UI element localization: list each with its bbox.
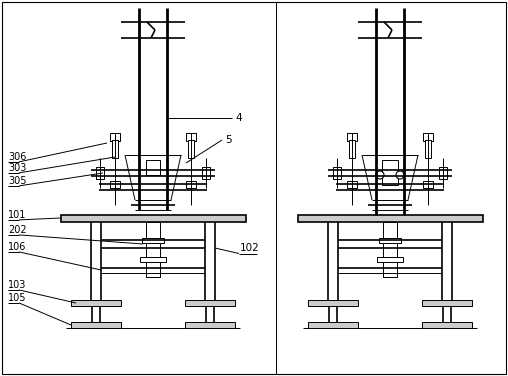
Text: 303: 303	[8, 163, 26, 173]
Bar	[202, 167, 210, 179]
Bar	[422, 300, 472, 306]
Bar	[110, 133, 120, 141]
Circle shape	[396, 171, 404, 179]
Bar	[298, 215, 483, 222]
Bar	[185, 300, 235, 306]
Bar	[423, 181, 433, 188]
Bar	[96, 167, 104, 179]
Bar	[140, 257, 166, 262]
Text: 4: 4	[235, 113, 242, 123]
Text: 105: 105	[8, 293, 26, 303]
Bar	[383, 222, 397, 240]
Bar	[379, 238, 401, 243]
Bar	[383, 262, 397, 277]
Bar	[308, 322, 358, 328]
Bar	[146, 262, 160, 277]
Bar	[423, 133, 433, 141]
Bar	[146, 160, 160, 175]
Bar	[383, 243, 397, 263]
Bar	[110, 181, 120, 188]
Bar	[333, 167, 341, 179]
Bar	[71, 322, 121, 328]
Bar	[425, 140, 431, 158]
Bar	[439, 167, 447, 179]
Bar	[382, 160, 398, 185]
Bar	[422, 322, 472, 328]
Bar	[71, 300, 121, 306]
Text: 5: 5	[225, 135, 232, 145]
Bar	[186, 133, 196, 141]
Bar	[188, 140, 194, 158]
Text: 101: 101	[8, 210, 26, 220]
Bar	[146, 243, 160, 263]
Bar	[349, 140, 355, 158]
Bar	[347, 181, 357, 188]
Text: 306: 306	[8, 152, 26, 162]
Text: 202: 202	[8, 225, 26, 235]
Bar	[185, 322, 235, 328]
Bar	[347, 133, 357, 141]
Bar	[308, 300, 358, 306]
Bar	[186, 181, 196, 188]
Circle shape	[376, 171, 384, 179]
Text: 305: 305	[8, 176, 26, 186]
Text: 106: 106	[8, 242, 26, 252]
Text: 103: 103	[8, 280, 26, 290]
Bar	[146, 222, 160, 240]
Bar	[112, 140, 118, 158]
Bar	[60, 215, 245, 222]
Bar	[377, 257, 403, 262]
Text: 102: 102	[240, 243, 260, 253]
Bar	[142, 238, 164, 243]
